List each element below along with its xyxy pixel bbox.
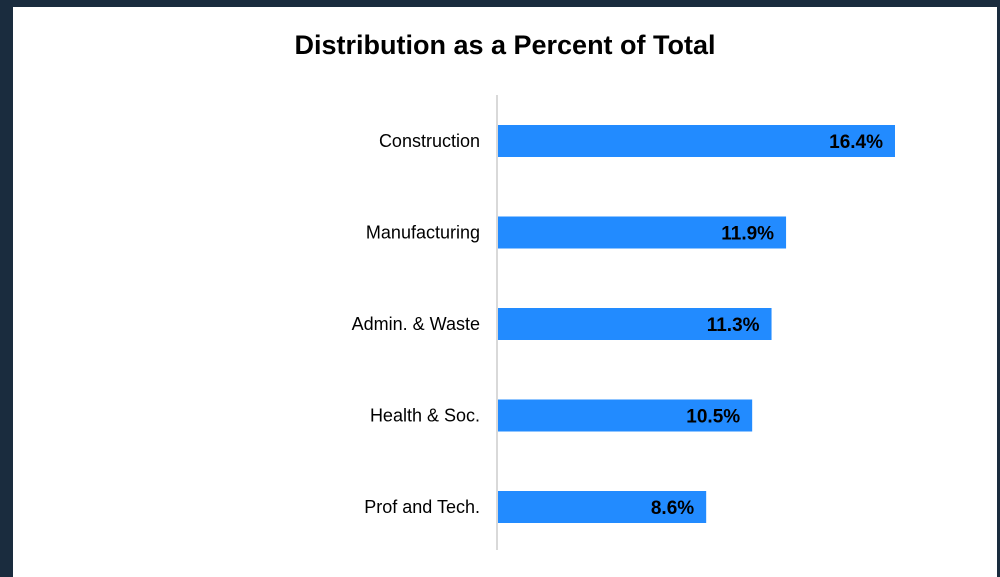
- bar-0: [498, 125, 895, 157]
- data-label: 11.9%: [721, 224, 774, 245]
- window-frame-left: [0, 0, 13, 577]
- data-label: 10.5%: [686, 407, 740, 428]
- category-label: Manufacturing: [366, 223, 480, 243]
- bars-layer: [498, 125, 895, 523]
- window-frame-right: [997, 0, 1000, 577]
- chart-title: Distribution as a Percent of Total: [294, 30, 716, 60]
- data-labels: 16.4% 11.9% 11.3% 10.5% 8.6%: [651, 132, 883, 519]
- data-label: 11.3%: [707, 315, 760, 336]
- category-labels: Construction Manufacturing Admin. & Waste H…: [352, 131, 480, 517]
- bar-2: [498, 308, 772, 340]
- category-label: Admin. & Waste: [352, 314, 480, 334]
- data-label: 8.6%: [651, 498, 694, 519]
- bar-3: [498, 399, 753, 432]
- category-label: Prof and Tech.: [364, 497, 480, 517]
- data-label: 16.4%: [829, 132, 883, 153]
- window-frame-top: [0, 0, 1000, 7]
- bar-4: [498, 491, 707, 523]
- category-label: Health & Soc.: [370, 406, 480, 426]
- category-label: Construction: [379, 131, 480, 151]
- chart-panel: [13, 7, 997, 577]
- bar-1: [498, 216, 787, 249]
